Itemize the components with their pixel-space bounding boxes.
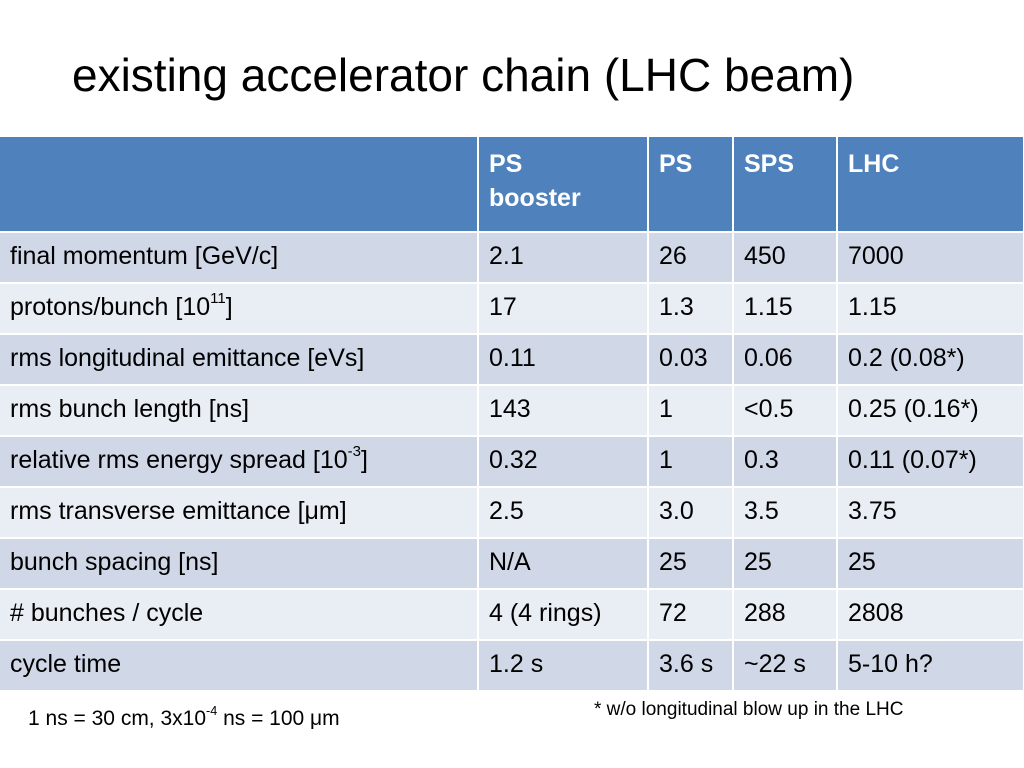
cell-lhc: 3.75 (837, 487, 1024, 539)
cell-ps: 1 (648, 436, 734, 488)
cell-ps-booster: 2.1 (478, 232, 649, 284)
cell-sps: 1.15 (733, 283, 838, 335)
cell-ps-booster: 2.5 (478, 487, 649, 539)
table-row: rms transverse emittance [μm] 2.5 3.0 3.… (0, 487, 1024, 539)
row-label-text: relative rms energy spread [10 (10, 446, 348, 474)
row-label: cycle time (0, 640, 479, 692)
header-ps-booster-line2: booster (489, 184, 581, 212)
unit-conversion-footnote: 1 ns = 30 cm, 3x10-4 ns = 100 μm (28, 703, 340, 731)
cell-sps: 288 (733, 589, 838, 641)
slide-title: existing accelerator chain (LHC beam) (72, 49, 855, 101)
table-row: rms bunch length [ns] 143 1 <0.5 0.25 (0… (0, 385, 1024, 437)
cell-lhc: 2808 (837, 589, 1024, 641)
cell-lhc: 7000 (837, 232, 1024, 284)
row-label-exponent: -3 (347, 443, 362, 460)
cell-ps: 3.6 s (648, 640, 734, 692)
table-row: # bunches / cycle 4 (4 rings) 72 288 280… (0, 589, 1024, 641)
row-label: # bunches / cycle (0, 589, 479, 641)
header-sps: SPS (733, 137, 838, 233)
cell-lhc: 1.15 (837, 283, 1024, 335)
header-ps-booster: PS booster (478, 137, 649, 233)
cell-lhc: 0.11 (0.07*) (837, 436, 1024, 488)
cell-sps: 0.3 (733, 436, 838, 488)
row-label: rms bunch length [ns] (0, 385, 479, 437)
row-label-suffix: ] (361, 446, 368, 474)
cell-lhc: 0.25 (0.16*) (837, 385, 1024, 437)
cell-lhc: 5-10 h? (837, 640, 1024, 692)
cell-sps: <0.5 (733, 385, 838, 437)
cell-sps: 0.06 (733, 334, 838, 386)
cell-ps: 3.0 (648, 487, 734, 539)
cell-ps-booster: 143 (478, 385, 649, 437)
cell-sps: ~22 s (733, 640, 838, 692)
cell-lhc: 25 (837, 538, 1024, 590)
row-label: rms transverse emittance [μm] (0, 487, 479, 539)
asterisk-footnote: * w/o longitudinal blow up in the LHC (594, 699, 904, 720)
table-row: final momentum [GeV/c] 2.1 26 450 7000 (0, 232, 1024, 284)
cell-ps: 26 (648, 232, 734, 284)
footnote-left-text: 1 ns = 30 cm, 3x10 (28, 707, 207, 730)
cell-ps: 72 (648, 589, 734, 641)
row-label-suffix: ] (225, 293, 233, 321)
row-label: rms longitudinal emittance [eVs] (0, 334, 479, 386)
accelerator-parameters-table: PS booster PS SPS LHC final momentum [GeV… (0, 137, 1024, 692)
table-row: relative rms energy spread [10-3] 0.32 1… (0, 436, 1024, 488)
header-lhc: LHC (837, 137, 1024, 233)
cell-ps-booster: 0.32 (478, 436, 649, 488)
cell-ps-booster: 1.2 s (478, 640, 649, 692)
footnote-left-exponent: -4 (206, 703, 218, 718)
row-label: relative rms energy spread [10-3] (0, 436, 479, 488)
cell-ps-booster: 17 (478, 283, 649, 335)
header-empty-cell (0, 137, 479, 233)
row-label: protons/bunch [1011] (0, 283, 479, 335)
footnote-left-suffix: ns = 100 μm (217, 707, 340, 730)
header-ps-booster-line1: PS (489, 150, 523, 178)
header-ps: PS (648, 137, 734, 233)
cell-sps: 3.5 (733, 487, 838, 539)
cell-ps-booster: 4 (4 rings) (478, 589, 649, 641)
cell-ps-booster: 0.11 (478, 334, 649, 386)
table-row: bunch spacing [ns] N/A 25 25 25 (0, 538, 1024, 590)
cell-sps: 450 (733, 232, 838, 284)
row-label: final momentum [GeV/c] (0, 232, 479, 284)
cell-ps: 1 (648, 385, 734, 437)
cell-ps: 25 (648, 538, 734, 590)
cell-ps: 1.3 (648, 283, 734, 335)
cell-ps-booster: N/A (478, 538, 649, 590)
table-row: cycle time 1.2 s 3.6 s ~22 s 5-10 h? (0, 640, 1024, 692)
row-label: bunch spacing [ns] (0, 538, 479, 590)
cell-lhc: 0.2 (0.08*) (837, 334, 1024, 386)
row-label-text: protons/bunch [10 (10, 293, 211, 321)
table-row: rms longitudinal emittance [eVs] 0.11 0.… (0, 334, 1024, 386)
cell-sps: 25 (733, 538, 838, 590)
table-header-row: PS booster PS SPS LHC (0, 137, 1024, 233)
cell-ps: 0.03 (648, 334, 734, 386)
table-row: protons/bunch [1011] 17 1.3 1.15 1.15 (0, 283, 1024, 335)
row-label-exponent: 11 (210, 290, 226, 307)
